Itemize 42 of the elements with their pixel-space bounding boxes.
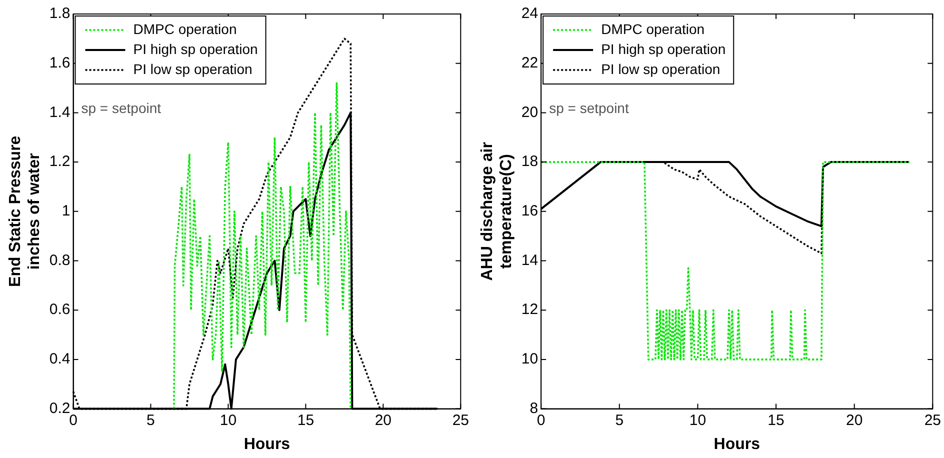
x-tick-label: 10 xyxy=(689,412,706,429)
legend-label: DMPC operation xyxy=(133,20,237,37)
x-tick-label: 15 xyxy=(297,412,314,429)
legend-label: PI high sp operation xyxy=(601,40,726,57)
x-tick-label: 25 xyxy=(452,412,469,429)
y-tick-label: 8 xyxy=(530,400,538,417)
x-tick-label: 25 xyxy=(924,412,941,429)
x-tick-label: 20 xyxy=(846,412,863,429)
y-tick-label: 10 xyxy=(521,350,538,368)
annotation: sp = setpoint xyxy=(81,100,162,116)
legend-label: PI high sp operation xyxy=(133,40,258,57)
y-tick-label: 22 xyxy=(521,54,538,72)
y-tick-label: 0.4 xyxy=(49,350,70,368)
y-tick-label: 12 xyxy=(521,301,538,318)
y-axis-title: End Static Pressure inches of water xyxy=(7,136,44,287)
y-tick-label: 0.2 xyxy=(49,400,70,417)
legend-label: PI low sp operation xyxy=(133,60,252,77)
y-tick-label: 1.2 xyxy=(49,153,70,170)
y-tick-label: 18 xyxy=(521,153,538,170)
legend-label: PI low sp operation xyxy=(601,60,720,77)
x-tick-label: 20 xyxy=(374,412,392,429)
x-axis-title: Hours xyxy=(244,436,290,453)
y-tick-label: 1.6 xyxy=(49,54,70,72)
x-tick-label: 10 xyxy=(220,412,237,429)
y-tick-label: 0.8 xyxy=(49,252,70,269)
y-tick-label: 20 xyxy=(521,104,538,121)
x-tick-label: 15 xyxy=(768,412,784,429)
x-tick-label: 5 xyxy=(146,412,155,429)
legend-label: DMPC operation xyxy=(601,20,705,37)
y-tick-label: 14 xyxy=(521,252,538,269)
y-tick-label: 1 xyxy=(62,202,70,220)
x-tick-label: 5 xyxy=(615,412,624,429)
y-axis-title: AHU discharge air temperature(C) xyxy=(479,142,516,281)
y-tick-label: 0.6 xyxy=(49,301,70,318)
annotation: sp = setpoint xyxy=(549,100,629,116)
y-tick-label: 1.4 xyxy=(49,104,70,121)
y-tick-label: 24 xyxy=(521,5,538,22)
x-tick-label: 0 xyxy=(536,412,546,429)
y-tick-label: 1.8 xyxy=(49,5,70,22)
x-tick-label: 0 xyxy=(69,412,78,429)
y-tick-label: 16 xyxy=(521,202,538,220)
x-axis-title: Hours xyxy=(714,436,760,453)
